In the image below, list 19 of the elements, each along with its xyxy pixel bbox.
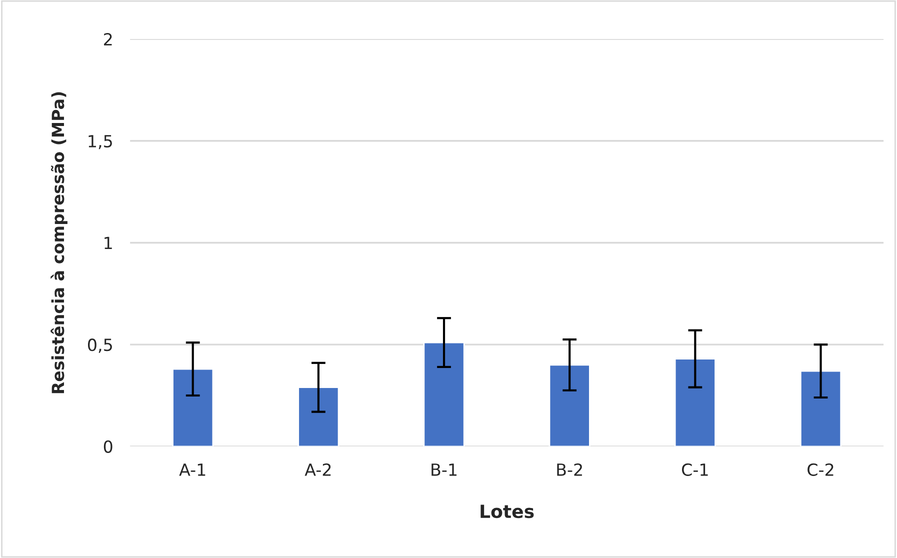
y-tick-label: 1,5: [88, 135, 112, 150]
x-tick-label: C-1: [682, 463, 708, 476]
x-tick-label: A-1: [179, 464, 206, 476]
bar: [800, 370, 842, 446]
x-tick-label: C-2: [808, 463, 834, 476]
bar: [172, 368, 214, 446]
y-tick-label: 1: [104, 236, 112, 250]
y-tick-label: 0,5: [88, 338, 112, 353]
bar: [674, 358, 716, 446]
y-tick-label: 2: [104, 33, 112, 46]
x-axis-title: Lotes: [480, 504, 534, 518]
bar: [298, 386, 340, 446]
x-tick-label: B-1: [432, 464, 456, 476]
bar: [548, 364, 590, 446]
x-tick-label: A-2: [304, 463, 331, 476]
bar: [423, 342, 465, 446]
x-tick-label: B-2: [557, 463, 582, 476]
y-axis-title: Resistência à compressão (MPa): [50, 92, 68, 394]
y-tick-label: 0: [104, 440, 112, 453]
